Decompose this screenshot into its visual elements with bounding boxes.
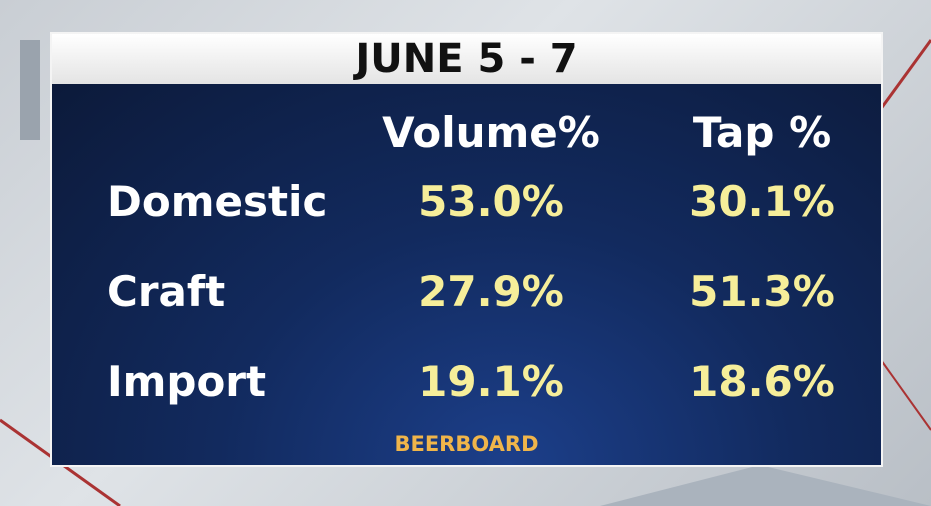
- title-band: JUNE 5 - 7: [52, 34, 881, 84]
- deco-line: [878, 39, 931, 111]
- cell-value: 53.0%: [418, 177, 564, 226]
- table-body: Volume% Tap % BEERBOARD Domestic 53.0% 30.…: [52, 84, 881, 465]
- cell-value: 30.1%: [689, 177, 835, 226]
- graphic-panel: JUNE 5 - 7 Volume% Tap % BEERBOARD Domes…: [50, 32, 883, 467]
- cell-value: 51.3%: [689, 267, 835, 316]
- cell-value: 18.6%: [689, 357, 835, 406]
- row-label: Import: [107, 357, 267, 406]
- row-label: Domestic: [107, 177, 328, 226]
- deco-shape: [20, 40, 40, 140]
- cell-value: 27.9%: [418, 267, 564, 316]
- cell-value: 19.1%: [418, 357, 564, 406]
- deco-shape: [600, 465, 931, 506]
- column-header: Volume%: [382, 108, 600, 157]
- deco-line: [880, 359, 931, 431]
- title: JUNE 5 - 7: [355, 36, 578, 82]
- source: BEERBOARD: [394, 432, 539, 456]
- row-label: Craft: [107, 267, 226, 316]
- column-header: Tap %: [692, 108, 832, 157]
